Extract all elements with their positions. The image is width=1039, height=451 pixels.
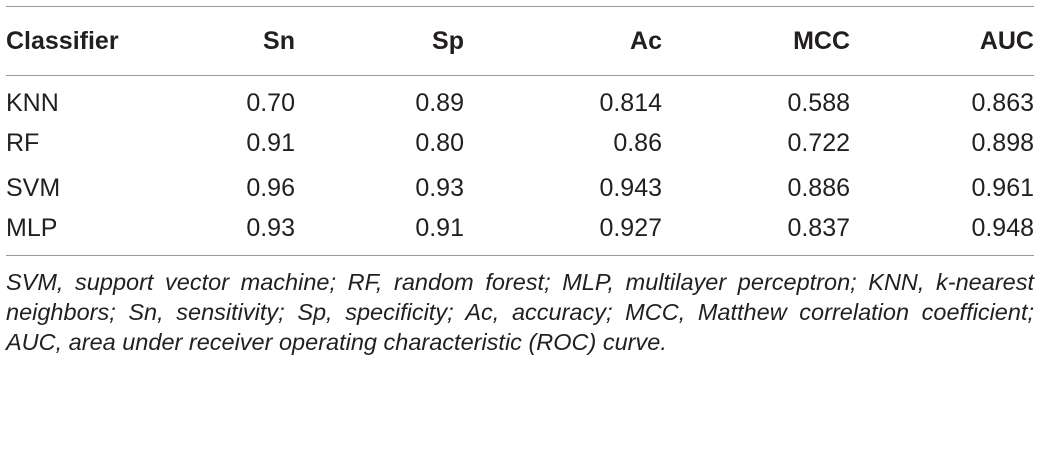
table-row: MLP 0.93 0.91 0.927 0.837 0.948 bbox=[6, 211, 1034, 256]
cell-ac: 0.927 bbox=[599, 214, 662, 243]
table-row: RF 0.91 0.80 0.86 0.722 0.898 bbox=[6, 121, 1034, 166]
cell-auc: 0.948 bbox=[971, 214, 1034, 243]
cell-sp: 0.89 bbox=[415, 88, 464, 117]
cell-sn: 0.93 bbox=[246, 214, 295, 243]
cell-classifier: MLP bbox=[6, 214, 58, 243]
header-ac: Ac bbox=[630, 26, 662, 55]
table-row: KNN 0.70 0.89 0.814 0.588 0.863 bbox=[6, 76, 1034, 121]
cell-auc: 0.961 bbox=[971, 173, 1034, 202]
cell-classifier: KNN bbox=[6, 88, 59, 117]
cell-sp: 0.93 bbox=[415, 173, 464, 202]
header-sn: Sn bbox=[263, 26, 295, 55]
header-mcc: MCC bbox=[793, 26, 850, 55]
cell-ac: 0.814 bbox=[599, 88, 662, 117]
header-auc: AUC bbox=[979, 26, 1034, 55]
header-classifier: Classifier bbox=[6, 26, 119, 55]
cell-mcc: 0.886 bbox=[787, 173, 850, 202]
results-table-container: Classifier Sn Sp Ac MCC AUC KNN 0.70 0.8… bbox=[6, 6, 1034, 357]
cell-classifier: RF bbox=[6, 128, 40, 157]
cell-ac: 0.86 bbox=[613, 128, 662, 157]
header-sp: Sp bbox=[432, 26, 464, 55]
cell-sn: 0.96 bbox=[246, 173, 295, 202]
cell-ac: 0.943 bbox=[599, 173, 662, 202]
cell-auc: 0.898 bbox=[971, 128, 1034, 157]
table-header-row: Classifier Sn Sp Ac MCC AUC bbox=[6, 6, 1034, 76]
cell-mcc: 0.588 bbox=[787, 88, 850, 117]
cell-sn: 0.91 bbox=[246, 128, 295, 157]
cell-sn: 0.70 bbox=[246, 88, 295, 117]
cell-classifier: SVM bbox=[6, 173, 61, 202]
table-row: SVM 0.96 0.93 0.943 0.886 0.961 bbox=[6, 166, 1034, 211]
cell-mcc: 0.722 bbox=[787, 128, 850, 157]
table-footnote: SVM, support vector machine; RF, random … bbox=[6, 269, 1034, 355]
cell-sp: 0.80 bbox=[415, 128, 464, 157]
cell-mcc: 0.837 bbox=[787, 214, 850, 243]
cell-auc: 0.863 bbox=[971, 88, 1034, 117]
cell-sp: 0.91 bbox=[415, 214, 464, 243]
classifier-performance-table: Classifier Sn Sp Ac MCC AUC KNN 0.70 0.8… bbox=[6, 6, 1034, 256]
